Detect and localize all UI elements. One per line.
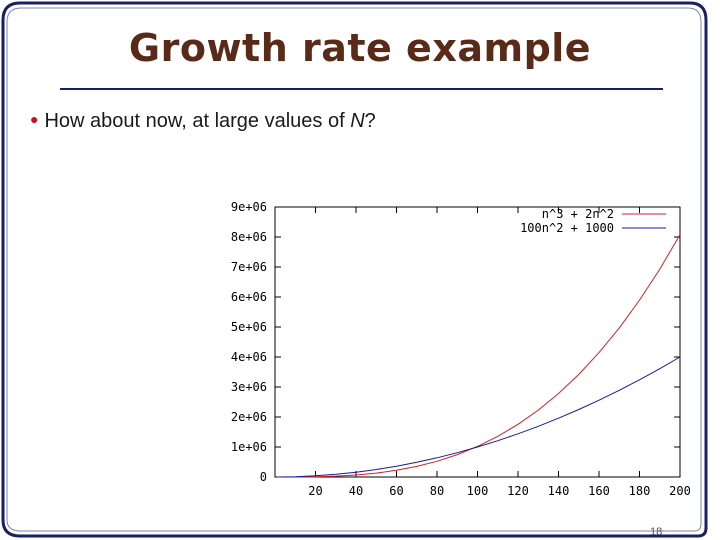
x-tick-label: 180 [629, 484, 651, 498]
y-tick-label: 9e+06 [231, 200, 267, 214]
x-tick-label: 80 [430, 484, 444, 498]
series-line-quadratic [276, 356, 681, 478]
y-tick-label: 4e+06 [231, 350, 267, 364]
y-tick-label: 1e+06 [231, 440, 267, 454]
x-tick-label: 100 [467, 484, 489, 498]
bullet-point: ● How about now, at large values of N? [30, 110, 376, 133]
series-line-cubic [277, 234, 681, 478]
y-tick-label: 7e+06 [231, 260, 267, 274]
x-tick-label: 40 [349, 484, 363, 498]
y-tick-label: 8e+06 [231, 230, 267, 244]
bullet-text-suffix: ? [364, 110, 376, 132]
x-tick-label: 160 [588, 484, 610, 498]
y-tick-label: 6e+06 [231, 290, 267, 304]
x-tick-label: 20 [308, 484, 322, 498]
y-tick-label: 0 [260, 470, 267, 484]
y-tick-label: 2e+06 [231, 410, 267, 424]
x-tick-label: 200 [669, 484, 691, 498]
bullet-text-prefix: How about now, at large values of [44, 110, 351, 132]
y-tick-label: 3e+06 [231, 380, 267, 394]
page-number: 18 [650, 526, 663, 538]
legend-label: n^3 + 2n^2 [542, 207, 614, 221]
bullet-variable: N [350, 110, 365, 132]
x-tick-label: 60 [389, 484, 403, 498]
plot-border [274, 206, 681, 478]
legend-label: 100n^2 + 1000 [520, 221, 614, 235]
slide-title: Growth rate example [128, 26, 592, 70]
bullet-marker-icon: ● [30, 111, 39, 127]
x-tick-label: 120 [507, 484, 529, 498]
y-tick-label: 5e+06 [231, 320, 267, 334]
x-tick-label: 140 [548, 484, 570, 498]
title-divider [60, 88, 663, 90]
